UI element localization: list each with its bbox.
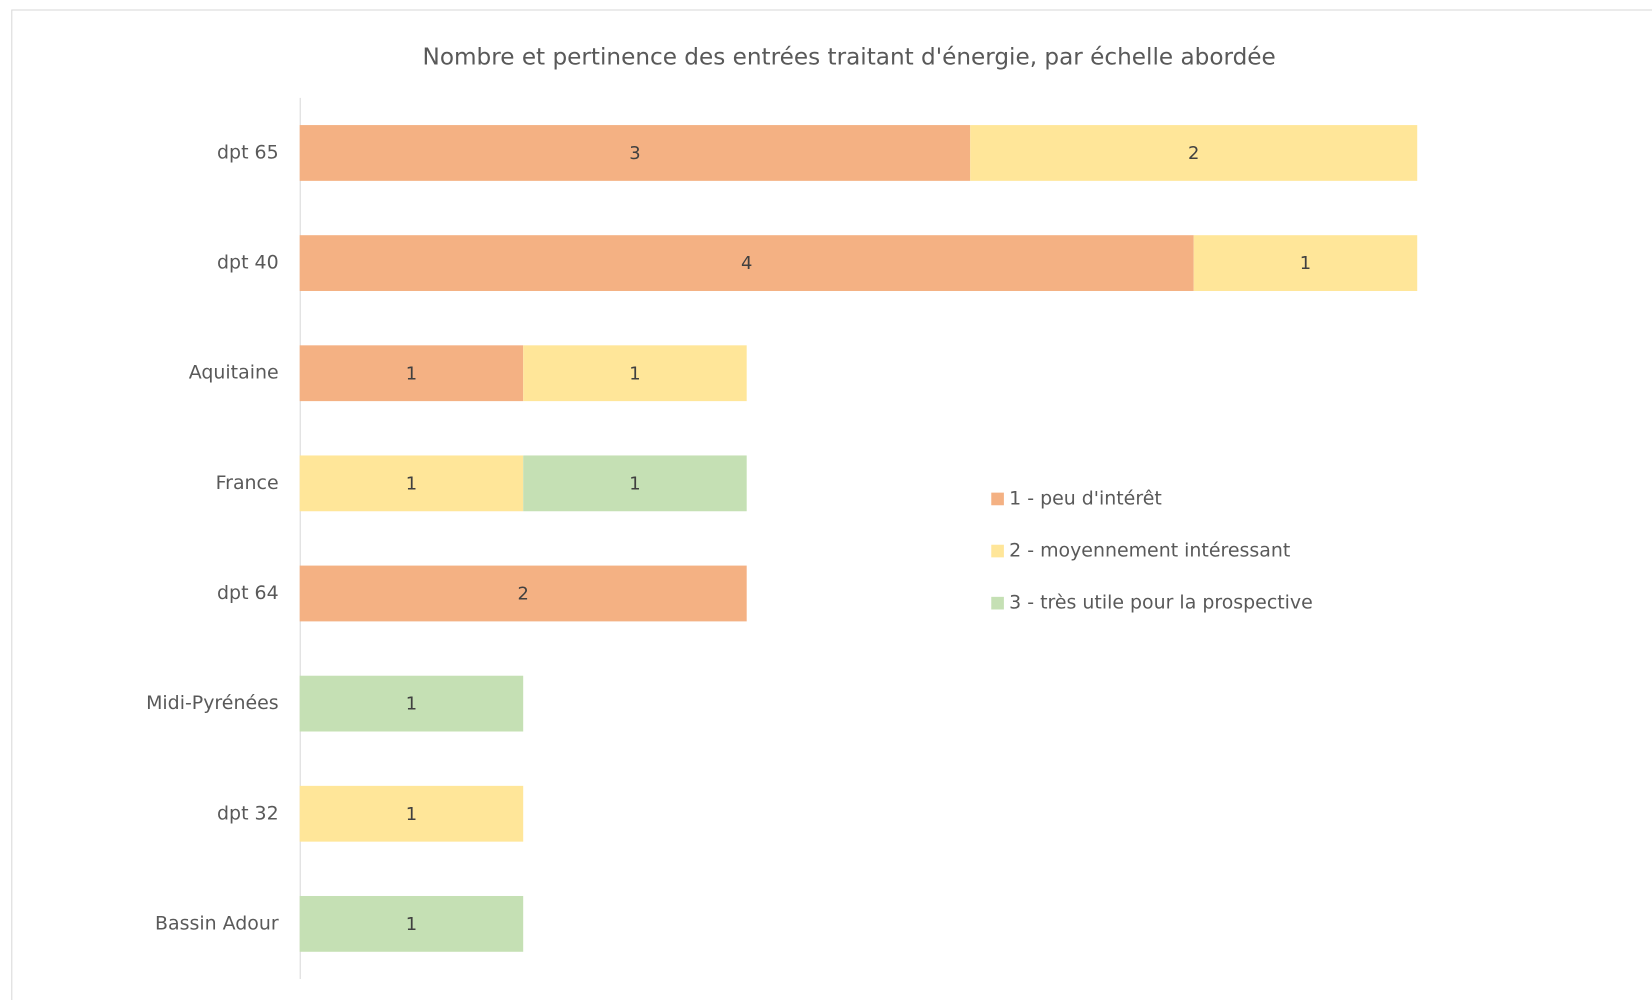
bar-segment [299, 455, 524, 512]
data-label: 3 [629, 143, 640, 164]
bar-segment [299, 235, 1194, 291]
y-tick-label: France [216, 472, 279, 494]
y-tick-label: dpt 64 [217, 582, 279, 604]
bar-segment [299, 785, 524, 842]
legend-label: 2 - moyennement intéressant [1009, 540, 1290, 562]
y-tick-label: dpt 40 [217, 252, 279, 274]
legend-swatch [991, 544, 1004, 558]
y-tick-label: dpt 65 [217, 141, 279, 163]
legend-swatch [991, 596, 1004, 610]
bar-segment [299, 895, 524, 952]
y-tick-label: Midi-Pyrénées [146, 692, 279, 714]
bar-segment [299, 345, 524, 402]
bar-segment [1193, 235, 1418, 291]
data-label: 1 [406, 804, 417, 825]
data-label: 4 [741, 253, 752, 274]
data-label: 1 [406, 694, 417, 715]
y-tick-label: Aquitaine [189, 362, 279, 384]
y-tick-label: dpt 32 [217, 802, 279, 824]
bar-segment [523, 455, 747, 512]
bar-segment [523, 345, 747, 402]
data-label: 1 [629, 473, 640, 494]
legend-label: 1 - peu d'intérêt [1009, 487, 1162, 509]
legend-swatch [991, 492, 1004, 506]
data-label: 1 [629, 363, 640, 384]
y-tick-label: Bassin Adour [155, 912, 279, 934]
bar-segment [299, 675, 524, 732]
data-label: 1 [1300, 253, 1311, 274]
data-label: 1 [406, 914, 417, 935]
bar-segment [299, 565, 747, 622]
data-label: 1 [406, 363, 417, 384]
chart-title: Nombre et pertinence des entrées traitan… [423, 44, 1276, 70]
data-label: 2 [1188, 143, 1199, 164]
data-label: 1 [406, 473, 417, 494]
data-label: 2 [518, 584, 529, 605]
bar-segment [299, 125, 971, 181]
bar-segment [970, 125, 1418, 181]
legend-label: 3 - très utile pour la prospective [1009, 592, 1313, 614]
